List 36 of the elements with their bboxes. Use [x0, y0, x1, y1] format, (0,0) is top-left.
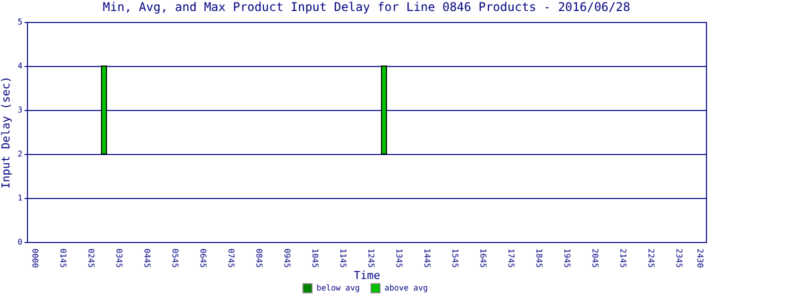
x-tick-label: 0645 [198, 248, 208, 268]
x-tick-label: 2145 [618, 248, 628, 268]
y-tick-label: 0 [18, 238, 23, 246]
x-tick-label: 2045 [590, 248, 600, 268]
x-tick-label: 0545 [170, 248, 180, 268]
x-tick-label: 1045 [310, 248, 320, 268]
x-tick-label: 2245 [646, 248, 656, 268]
x-tick-label: 0845 [254, 248, 264, 268]
x-tick-label: 0000 [30, 248, 40, 268]
x-tick-label: 0245 [86, 248, 96, 268]
chart-title: Min, Avg, and Max Product Input Delay for Line 0846 Products - 2016/06/28 [102, 0, 630, 14]
x-tick-label: 2430 [696, 248, 704, 268]
x-tick-label: 1345 [394, 248, 404, 268]
x-tick-label: 1245 [366, 248, 376, 268]
x-tick-label: 0345 [114, 248, 124, 268]
y-tick-label: 3 [18, 106, 23, 114]
legend-label: below avg [316, 283, 360, 292]
x-tick-label: 2345 [674, 248, 684, 268]
x-tick-label: 0145 [58, 248, 68, 268]
y-tick-label: 2 [18, 150, 23, 158]
x-tick-label: 1445 [422, 248, 432, 268]
x-tick-label: 1745 [506, 248, 516, 268]
x-tick-label: 1545 [450, 248, 460, 268]
x-tick-label: 1145 [338, 248, 348, 268]
legend-label: above avg [384, 283, 428, 292]
y-axis-title: Input Delay (sec) [0, 76, 13, 189]
x-tick-label: 0745 [226, 248, 236, 268]
x-tick-label: 1645 [478, 248, 488, 268]
y-tick-label: 1 [18, 194, 23, 202]
x-tick-label: 0445 [142, 248, 152, 268]
y-tick-label: 4 [18, 62, 23, 70]
x-tick-label: 1945 [562, 248, 572, 268]
x-tick-label: 0945 [282, 248, 292, 268]
y-tick-label: 5 [18, 18, 23, 26]
x-tick-label: 1845 [534, 248, 544, 268]
x-axis-title: Time [354, 268, 380, 282]
